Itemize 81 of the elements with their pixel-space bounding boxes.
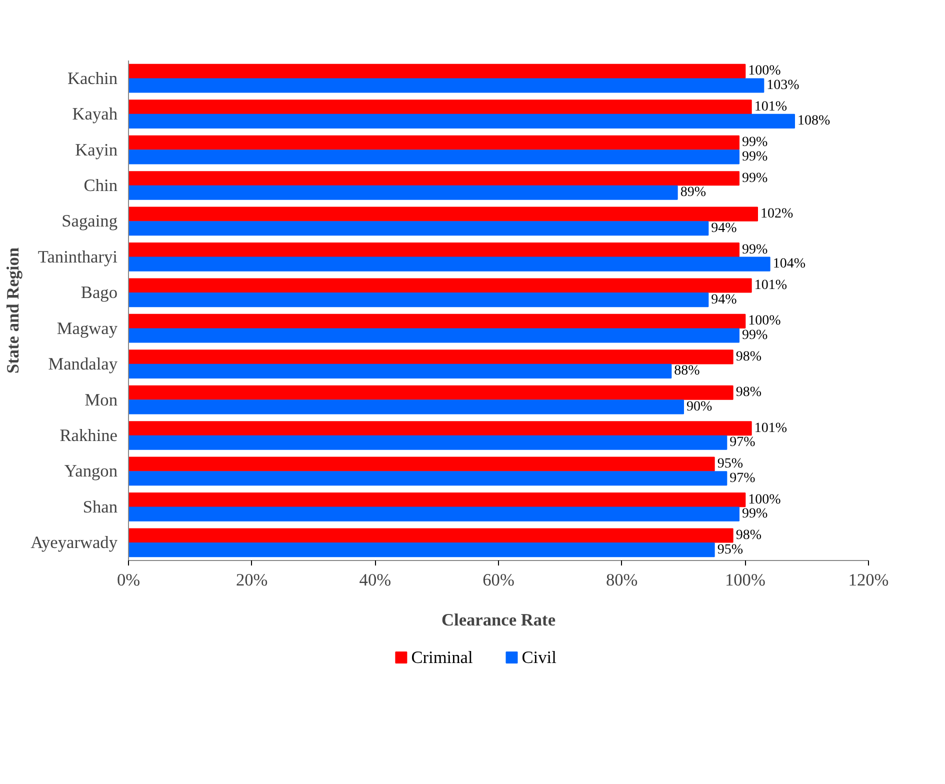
data-label: 95% [717, 456, 744, 472]
data-label: 99% [742, 170, 768, 186]
bar [128, 364, 672, 378]
data-label: 94% [711, 292, 738, 308]
y-tick-label: Ayeyarwady [30, 533, 118, 552]
data-label: 98% [736, 528, 762, 543]
y-tick-label: Yangon [64, 462, 118, 481]
data-label: 108% [798, 114, 830, 129]
x-tick-label: 100% [724, 570, 766, 590]
y-tick-label: Bago [80, 283, 118, 302]
data-label: 97% [730, 470, 756, 486]
x-tick-label: 60% [482, 570, 514, 590]
bar [128, 114, 795, 128]
bar [128, 206, 758, 222]
bar [128, 135, 740, 150]
bar [128, 256, 770, 272]
data-label: 90% [686, 399, 712, 414]
bar [128, 328, 740, 343]
bar [128, 221, 709, 236]
data-label: 102% [760, 206, 794, 222]
bar [128, 78, 764, 93]
bar [128, 385, 734, 400]
data-label: 101% [754, 99, 788, 114]
data-label: 100% [748, 314, 782, 329]
data-label: 100% [748, 492, 782, 508]
y-axis-title: State and Region [4, 247, 23, 374]
data-label: 99% [742, 506, 768, 522]
data-label: 94% [711, 220, 738, 236]
legend-label: Civil [522, 648, 557, 667]
data-label: 88% [674, 364, 700, 379]
y-tick-label: Sagaing [62, 212, 118, 231]
y-tick-label: Kayah [72, 104, 118, 124]
data-label: 97% [730, 435, 756, 450]
bar [128, 421, 752, 436]
y-tick-label: Kayin [75, 140, 118, 160]
data-label: 103% [766, 78, 800, 93]
x-tick-label: 40% [359, 570, 392, 590]
y-tick-label: Shan [82, 497, 118, 516]
x-tick-label: 120% [848, 570, 889, 590]
bar [128, 400, 684, 414]
bar [128, 292, 709, 308]
bar [128, 242, 740, 258]
bar [128, 528, 734, 543]
bar [128, 150, 740, 164]
data-label: 99% [742, 149, 768, 164]
x-tick-label: 20% [236, 570, 268, 590]
data-label: 98% [736, 349, 762, 364]
x-tick-label: 0% [116, 570, 140, 590]
bar [128, 185, 678, 200]
y-tick-label: Tanintharyi [38, 247, 118, 266]
y-tick-label: Chin [84, 176, 118, 195]
legend-label: Criminal [411, 648, 473, 667]
bar [128, 506, 740, 522]
y-tick-label: Magway [56, 318, 118, 338]
data-label: 99% [742, 135, 768, 150]
data-label: 100% [748, 64, 782, 79]
x-tick-label: 80% [606, 570, 638, 590]
y-tick-label: Mon [84, 390, 118, 410]
bar [128, 100, 752, 114]
data-label: 95% [717, 542, 744, 558]
bar [128, 171, 740, 186]
y-tick-label: Rakhine [60, 426, 118, 445]
bar [128, 350, 734, 364]
bar [128, 492, 746, 508]
bar [128, 435, 728, 450]
bar [128, 542, 715, 558]
y-tick-label: Mandalay [48, 354, 118, 374]
data-label: 99% [742, 242, 768, 258]
bar [128, 64, 746, 78]
data-label: 89% [680, 185, 706, 200]
bar [128, 278, 752, 293]
data-label: 98% [736, 385, 762, 400]
bar [128, 314, 746, 328]
data-label: 104% [772, 256, 806, 272]
data-label: 101% [754, 420, 788, 436]
bar [128, 456, 715, 472]
bar [128, 471, 728, 486]
data-label: 99% [742, 328, 768, 343]
x-axis-title: Clearance Rate [441, 610, 556, 630]
data-label: 101% [754, 278, 788, 293]
y-tick-label: Kachin [67, 68, 118, 88]
